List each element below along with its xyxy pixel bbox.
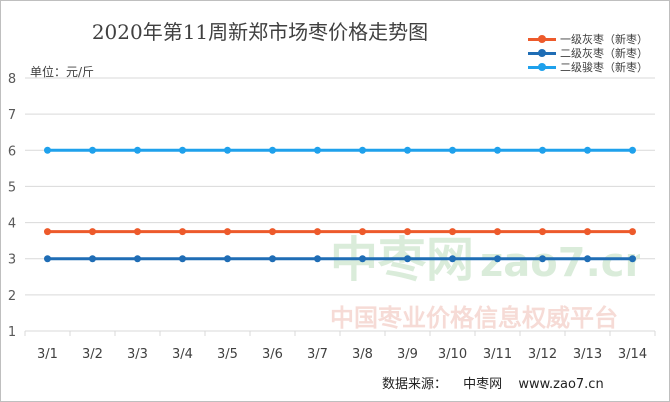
data-point [539,228,546,236]
y-tick-label: 5 [8,180,16,195]
data-point [269,228,276,236]
x-tick-label: 3/7 [307,347,328,362]
data-point [89,228,96,236]
x-tick-label: 3/11 [483,347,512,362]
data-point [584,228,591,236]
legend-swatch-dot [538,63,546,71]
source-label: 数据来源： [382,377,448,392]
data-point [539,255,546,263]
y-unit-label: 单位：元/斤 [30,65,95,79]
source-name: 中枣网 [463,377,503,392]
data-point [224,146,231,154]
data-point [449,146,456,154]
data-point [494,146,501,154]
x-tick-label: 3/8 [352,347,373,362]
x-tick-label: 3/5 [217,347,238,362]
data-point [314,255,321,263]
y-tick-label: 7 [8,108,16,123]
x-tick-label: 3/4 [172,347,193,362]
data-point [404,228,411,236]
x-axis-ticks: 3/1 3/2 3/3 3/4 3/5 3/6 3/7 3/8 3/9 3/10 3/11 3/12 3… [24,331,656,362]
data-point [179,255,186,263]
data-point [224,228,231,236]
series-2 [44,146,636,154]
data-point [494,228,501,236]
legend-item-series-0: 一级灰枣（新枣） [526,32,666,46]
series-group [44,146,636,263]
legend-item-series-1: 二级灰枣（新枣） [526,46,666,60]
grid-lines [25,77,655,332]
y-tick-label: 3 [8,253,16,268]
y-tick-label: 8 [8,72,16,87]
y-tick-label: 1 [8,325,16,340]
data-point [494,255,501,263]
legend: 一级灰枣（新枣） 二级灰枣（新枣） 二级骏枣（新枣） [526,32,666,74]
data-point [134,255,141,263]
data-point [134,146,141,154]
data-point [269,255,276,263]
x-tick-label: 3/1 [37,347,58,362]
data-point [269,146,276,154]
legend-item-series-2: 二级骏枣（新枣） [526,60,666,74]
data-point [584,146,591,154]
legend-label: 二级骏枣（新枣） [560,61,648,74]
legend-swatch-dot [538,35,546,43]
data-source: 数据来源： 中枣网 www.zao7.cn [382,373,616,392]
data-point [584,255,591,263]
series-0 [44,228,636,236]
y-axis-ticks: 1 2 3 4 5 6 7 8 [8,72,16,340]
data-point [314,228,321,236]
x-tick-label: 3/12 [528,347,557,362]
data-point [404,255,411,263]
data-point [449,228,456,236]
x-tick-label: 3/3 [127,347,148,362]
data-point [179,146,186,154]
data-point [629,255,636,263]
data-point [449,255,456,263]
data-point [359,146,366,154]
x-tick-label: 3/2 [82,347,103,362]
data-point [629,146,636,154]
data-point [359,228,366,236]
legend-swatch-dot [538,49,546,57]
x-tick-label: 3/6 [262,347,283,362]
data-point [314,146,321,154]
data-point [44,146,51,154]
data-point [134,228,141,236]
legend-label: 二级灰枣（新枣） [560,47,648,60]
y-tick-label: 4 [8,217,16,232]
data-point [44,228,51,236]
source-url: www.zao7.cn [518,377,604,392]
data-point [539,146,546,154]
series-1 [44,255,636,263]
data-point [224,255,231,263]
x-tick-label: 3/9 [397,347,418,362]
data-point [359,255,366,263]
x-tick-label: 3/10 [438,347,467,362]
data-point [629,228,636,236]
x-tick-label: 3/13 [573,347,602,362]
data-point [179,228,186,236]
y-tick-label: 2 [8,289,16,304]
y-tick-label: 6 [8,144,16,159]
data-point [44,255,51,263]
x-tick-label: 3/14 [618,347,647,362]
data-point [89,146,96,154]
chart-title: 2020年第11周新郑市场枣价格走势图 [91,20,429,44]
data-point [89,255,96,263]
data-point [404,146,411,154]
legend-label: 一级灰枣（新枣） [560,33,648,46]
